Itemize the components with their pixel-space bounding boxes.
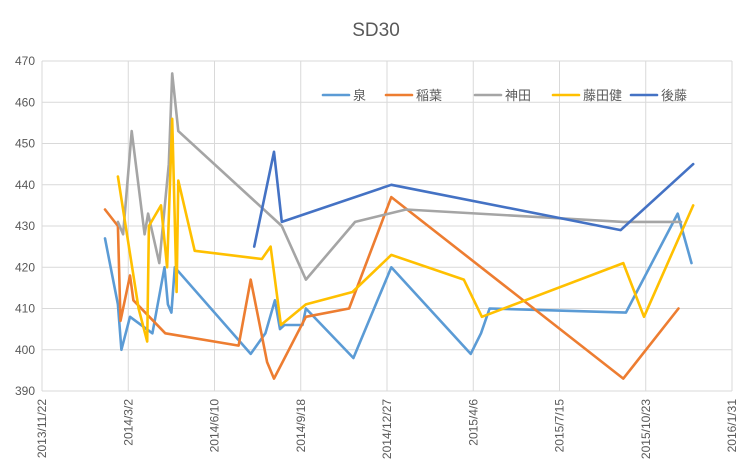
x-tick-label: 2014/3/2 xyxy=(121,399,135,446)
x-tick-label: 2016/1/31 xyxy=(725,399,739,453)
y-tick-label: 390 xyxy=(15,384,35,398)
legend-label: 藤田健 xyxy=(583,88,622,103)
x-tick-label: 2015/10/23 xyxy=(639,399,653,459)
y-tick-label: 450 xyxy=(15,137,35,151)
series-line-神田 xyxy=(116,72,683,281)
x-tick-label: 2015/4/6 xyxy=(466,399,480,446)
y-axis-ticks: 390 400 410 420 430 440 450 460 470 xyxy=(15,54,35,398)
x-axis-ticks: 2013/11/22 2014/3/2 2014/6/10 2014/9/18 2014… xyxy=(35,399,739,459)
series-line-後藤 xyxy=(252,150,695,248)
series-lines xyxy=(103,72,695,380)
legend-label: 泉 xyxy=(353,88,366,103)
chart-title: SD30 xyxy=(352,20,400,41)
legend: 泉 稲葉 神田 藤田健 後藤 xyxy=(321,88,687,103)
y-tick-label: 400 xyxy=(15,343,35,357)
legend-label: 後藤 xyxy=(661,88,687,103)
x-tick-label: 2014/6/10 xyxy=(208,399,222,453)
gridlines xyxy=(41,60,733,392)
y-tick-label: 460 xyxy=(15,95,35,109)
legend-label: 神田 xyxy=(505,88,531,103)
series-line-稲葉 xyxy=(103,195,680,380)
legend-label: 稲葉 xyxy=(416,88,442,103)
y-tick-label: 410 xyxy=(15,302,35,316)
y-tick-label: 440 xyxy=(15,178,35,192)
x-tick-label: 2014/9/18 xyxy=(294,399,308,453)
x-tick-label: 2014/12/27 xyxy=(380,399,394,459)
y-tick-label: 420 xyxy=(15,260,35,274)
x-tick-label: 2013/11/22 xyxy=(35,399,49,458)
y-tick-label: 470 xyxy=(15,54,35,68)
series-line-藤田健 xyxy=(116,117,695,343)
series-line-泉 xyxy=(103,212,693,360)
y-tick-label: 430 xyxy=(15,219,35,233)
x-tick-label: 2015/7/15 xyxy=(553,399,567,453)
